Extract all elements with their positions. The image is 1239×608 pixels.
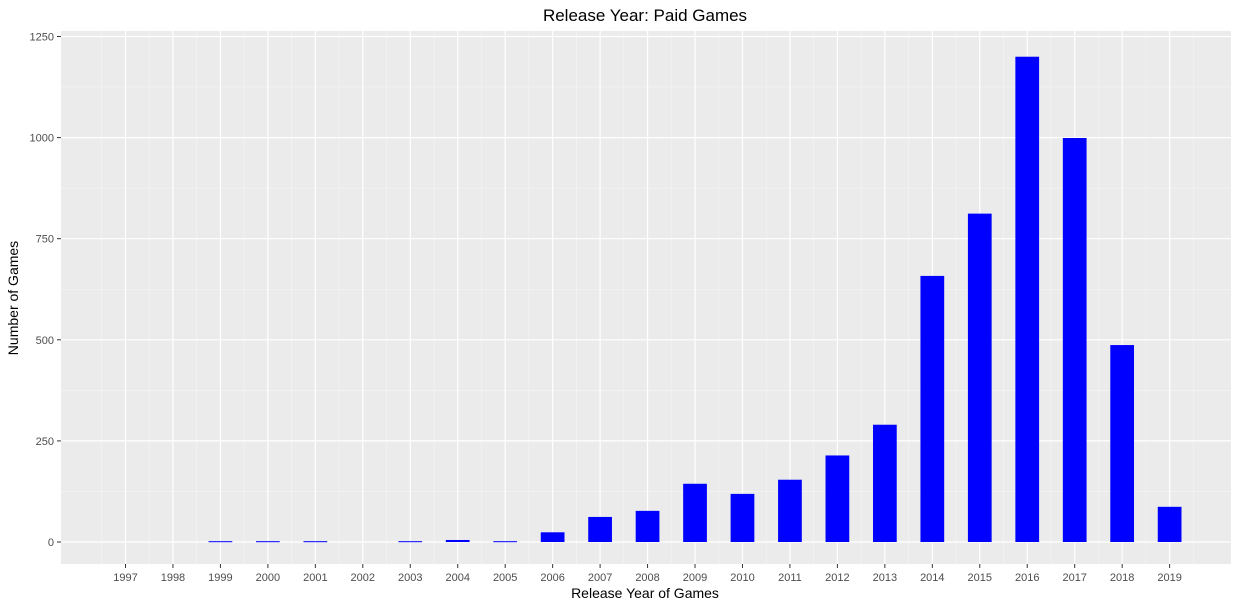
bar-2001 [303,541,328,543]
x-tick-label: 2007 [588,572,612,584]
x-tick-label: 1998 [161,572,185,584]
bar-2004 [445,539,470,542]
bar-1999 [208,541,233,543]
x-tick-label: 2018 [1110,572,1134,584]
bar-2018 [1110,345,1135,542]
x-tick-label: 2009 [683,572,707,584]
x-tick-label: 2011 [778,572,802,584]
x-tick-label: 2006 [540,572,564,584]
x-tick-label: 2005 [493,572,517,584]
bar-2015 [967,213,992,542]
x-tick-label: 1999 [208,572,232,584]
bar-2010 [730,493,755,542]
bar-2014 [920,275,945,542]
x-tick-label: 2002 [351,572,375,584]
grid-lines [61,31,1231,564]
bar-2012 [825,455,850,542]
x-tick-label: 2017 [1062,572,1086,584]
bar-2005 [493,541,518,543]
bar-2016 [1015,56,1040,542]
bar-2000 [256,541,280,543]
bar-2007 [588,516,612,542]
bar-2011 [778,479,802,542]
x-tick-label: 2016 [1015,572,1039,584]
x-tick-label: 2001 [303,572,327,584]
bar-2003 [398,541,423,543]
plot-panel [61,31,1231,564]
bar-2008 [635,510,660,542]
bars [208,56,1182,543]
x-tick-label: 2012 [825,572,849,584]
x-tick-label: 2010 [730,572,754,584]
bar-2017 [1062,138,1087,542]
x-tick-label: 2013 [873,572,897,584]
x-tick-label: 2015 [968,572,992,584]
y-tick-label: 1250 [30,32,54,44]
y-tick-label: 750 [36,234,54,246]
y-tick-label: 1000 [30,133,54,145]
y-axis-title: Number of Games [5,241,21,355]
y-tick-label: 250 [36,436,54,448]
y-tick-label: 500 [36,335,54,347]
x-tick-label: 1997 [113,572,137,584]
y-tick-label: 0 [48,537,54,549]
x-tick-label: 2003 [398,572,422,584]
bar-2019 [1157,506,1182,542]
x-tick-label: 2000 [256,572,280,584]
bar-2006 [540,532,565,542]
x-tick-label: 2019 [1157,572,1181,584]
x-axis-ticks: 1997 1998 1999 2000 2001 2002 2003 2004 2005 2006… [113,564,1182,584]
bar-2013 [872,424,897,542]
bar-2009 [683,483,707,542]
x-tick-label: 2004 [445,572,469,584]
x-tick-label: 2014 [920,572,944,584]
x-axis-title: Release Year of Games [571,585,719,601]
y-axis-ticks: 0 250 500 750 1000 1250 [30,32,61,549]
chart-title: Release Year: Paid Games [543,6,747,25]
x-tick-label: 2008 [635,572,659,584]
